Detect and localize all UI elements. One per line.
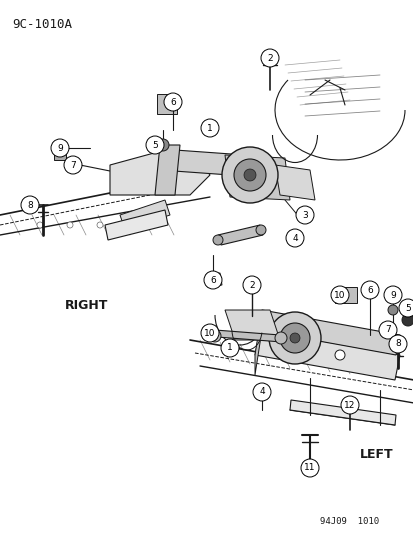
Text: 4: 4 [292,233,297,243]
Text: 2: 2 [266,53,272,62]
Circle shape [68,160,78,170]
Polygon shape [110,150,209,195]
Circle shape [221,339,238,357]
Circle shape [260,49,278,67]
Polygon shape [224,310,279,340]
Polygon shape [206,273,221,287]
Polygon shape [159,150,244,175]
Circle shape [37,222,43,228]
Circle shape [383,286,401,304]
Polygon shape [105,210,168,240]
Circle shape [157,139,169,151]
Circle shape [300,459,318,477]
Circle shape [378,321,396,339]
Circle shape [164,93,182,111]
Text: LEFT: LEFT [359,448,393,462]
Circle shape [146,136,164,154]
Circle shape [274,332,286,344]
Polygon shape [224,155,289,200]
Text: 6: 6 [170,98,176,107]
Text: 6: 6 [366,286,372,295]
Text: 1: 1 [227,343,232,352]
Circle shape [242,276,260,294]
Text: 6: 6 [210,276,215,285]
Circle shape [252,383,271,401]
Text: 1: 1 [206,124,212,133]
Circle shape [268,312,320,364]
Circle shape [360,281,378,299]
Circle shape [285,229,303,247]
Circle shape [201,119,218,137]
Text: 9: 9 [389,290,395,300]
Text: 5: 5 [404,303,410,312]
Polygon shape [154,145,180,195]
Circle shape [334,350,344,360]
Text: 4: 4 [259,387,264,397]
Circle shape [233,159,266,191]
Text: 3: 3 [301,211,307,220]
Circle shape [330,286,348,304]
Text: 7: 7 [384,326,390,335]
Polygon shape [254,330,399,380]
Circle shape [279,323,309,353]
Circle shape [64,156,82,174]
FancyBboxPatch shape [54,150,66,160]
Text: 8: 8 [394,340,400,349]
FancyBboxPatch shape [334,287,356,303]
Polygon shape [120,200,170,230]
Text: 10: 10 [333,290,345,300]
Text: 9C-1010A: 9C-1010A [12,18,72,31]
Circle shape [243,169,255,181]
Text: 10: 10 [204,328,215,337]
Text: 2: 2 [249,280,254,289]
Text: RIGHT: RIGHT [65,298,108,311]
Circle shape [221,147,277,203]
FancyBboxPatch shape [157,94,177,114]
Polygon shape [274,165,314,200]
Polygon shape [257,310,399,355]
Circle shape [401,314,413,326]
Circle shape [284,350,294,360]
Circle shape [398,299,413,317]
Polygon shape [254,310,261,375]
Text: 94J09  1010: 94J09 1010 [319,517,378,526]
Text: 11: 11 [304,464,315,472]
Circle shape [340,396,358,414]
Circle shape [295,206,313,224]
Circle shape [212,235,223,245]
Circle shape [67,222,73,228]
Circle shape [204,271,221,289]
Polygon shape [218,225,262,245]
Circle shape [209,330,221,342]
Circle shape [387,305,397,315]
Text: 7: 7 [70,160,76,169]
Circle shape [255,225,266,235]
Text: 8: 8 [27,200,33,209]
Circle shape [21,196,39,214]
Circle shape [51,139,69,157]
Text: 12: 12 [344,400,355,409]
Polygon shape [289,400,395,425]
Text: 5: 5 [152,141,157,149]
Circle shape [289,333,299,343]
Circle shape [388,335,406,353]
Circle shape [97,222,103,228]
Polygon shape [214,330,281,342]
Text: 9: 9 [57,143,63,152]
Circle shape [201,324,218,342]
